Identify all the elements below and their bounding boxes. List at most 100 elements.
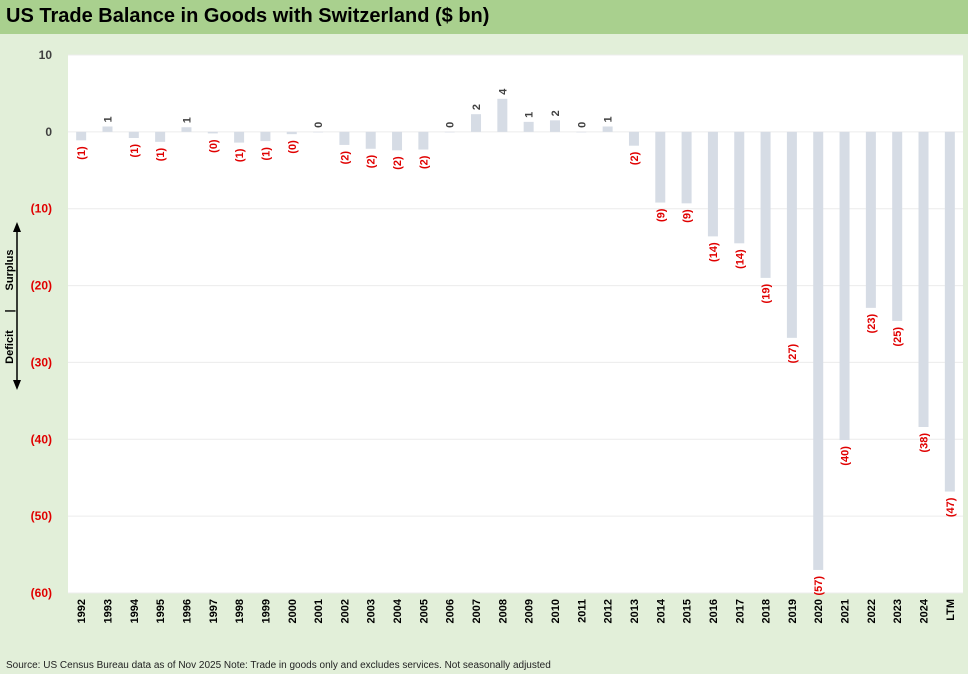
category-label: 2001	[313, 599, 325, 623]
y-tick-label: 10	[39, 48, 53, 62]
category-label: 2013	[629, 599, 641, 623]
data-label: (9)	[682, 209, 694, 223]
bar	[787, 132, 797, 338]
plot-area	[68, 55, 963, 593]
bar	[366, 132, 376, 149]
bar	[208, 132, 218, 134]
category-label: 2008	[497, 599, 509, 623]
y-tick-label: (40)	[31, 432, 52, 446]
bar	[629, 132, 639, 146]
data-label: (0)	[208, 139, 220, 153]
data-label: (2)	[418, 155, 430, 169]
bar	[892, 132, 902, 321]
data-label: (19)	[761, 284, 773, 304]
y-tick-label: (50)	[31, 509, 52, 523]
category-label: 2012	[603, 599, 615, 623]
surplus-deficit-divider: |	[4, 309, 16, 312]
up-arrow-icon	[13, 222, 21, 232]
data-label: (47)	[945, 497, 957, 517]
data-label: 1	[524, 112, 536, 118]
data-label: 1	[102, 116, 114, 122]
bar	[234, 132, 244, 143]
data-label: (2)	[629, 151, 641, 165]
category-label: 2024	[919, 598, 931, 623]
bar	[734, 132, 744, 243]
category-label: 1998	[234, 599, 246, 623]
data-label: (57)	[813, 576, 825, 596]
category-label: LTM	[945, 599, 957, 621]
category-label: 2010	[550, 599, 562, 623]
bar	[550, 120, 560, 132]
down-arrow-icon	[13, 380, 21, 390]
data-label: (1)	[155, 148, 167, 162]
bar	[287, 132, 297, 134]
category-label: 1996	[181, 599, 193, 623]
data-label: (2)	[366, 154, 378, 168]
data-label: 1	[181, 117, 193, 123]
y-tick-label: (10)	[31, 202, 52, 216]
data-label: (25)	[892, 327, 904, 347]
data-label: 0	[576, 122, 588, 128]
bar	[129, 132, 139, 138]
bar	[392, 132, 402, 150]
data-label: 4	[497, 88, 509, 95]
source-note: Source: US Census Bureau data as of Nov …	[6, 660, 551, 671]
bar	[524, 122, 534, 132]
bar	[471, 114, 481, 132]
category-label: 2014	[655, 598, 667, 623]
data-label: (2)	[392, 156, 404, 170]
deficit-label: Deficit	[4, 330, 16, 364]
data-label: (0)	[287, 140, 299, 154]
bar	[418, 132, 428, 150]
bar	[682, 132, 692, 203]
category-label: 2016	[708, 599, 720, 623]
data-label: 0	[313, 122, 325, 128]
title-bar: US Trade Balance in Goods with Switzerla…	[0, 0, 968, 34]
data-label: (9)	[655, 208, 667, 222]
category-label: 2018	[761, 599, 773, 623]
bar	[945, 132, 955, 492]
data-label: (1)	[129, 144, 141, 158]
bar	[576, 132, 586, 133]
category-label: 2011	[576, 599, 588, 623]
data-label: 1	[603, 116, 615, 122]
data-label: (1)	[76, 146, 88, 160]
category-label: 2023	[892, 599, 904, 623]
bar	[181, 127, 191, 132]
category-label: 1997	[208, 599, 220, 623]
bar	[919, 132, 929, 427]
bar	[708, 132, 718, 237]
bar	[813, 132, 823, 570]
y-tick-label: (30)	[31, 355, 52, 369]
category-label: 2017	[734, 599, 746, 623]
bar	[761, 132, 771, 278]
category-label: 2020	[813, 599, 825, 623]
surplus-label: Surplus	[4, 250, 16, 291]
bar	[655, 132, 665, 203]
trade-balance-chart: 100(10)(20)(30)(40)(50)(60)(1)199211993(…	[0, 34, 968, 660]
category-label: 2004	[392, 598, 404, 623]
data-label: (14)	[734, 249, 746, 269]
category-label: 2002	[339, 599, 351, 623]
bar	[840, 132, 850, 440]
category-label: 2015	[682, 599, 694, 623]
chart-title: US Trade Balance in Goods with Switzerla…	[6, 5, 489, 28]
data-label: (1)	[234, 148, 246, 162]
data-label: (27)	[787, 343, 799, 363]
data-label: (38)	[919, 433, 931, 453]
bar	[313, 132, 323, 133]
y-tick-label: (60)	[31, 586, 52, 600]
y-tick-label: 0	[45, 125, 52, 139]
category-label: 2022	[866, 599, 878, 623]
category-label: 2006	[445, 599, 457, 623]
bar	[497, 99, 507, 132]
data-label: 2	[550, 110, 562, 116]
category-label: 1993	[102, 599, 114, 623]
category-label: 2009	[524, 599, 536, 623]
category-label: 2003	[366, 599, 378, 623]
data-label: (14)	[708, 242, 720, 262]
category-label: 2007	[471, 599, 483, 623]
data-label: (23)	[866, 314, 878, 334]
data-label: (40)	[840, 446, 852, 466]
bar	[76, 132, 86, 140]
